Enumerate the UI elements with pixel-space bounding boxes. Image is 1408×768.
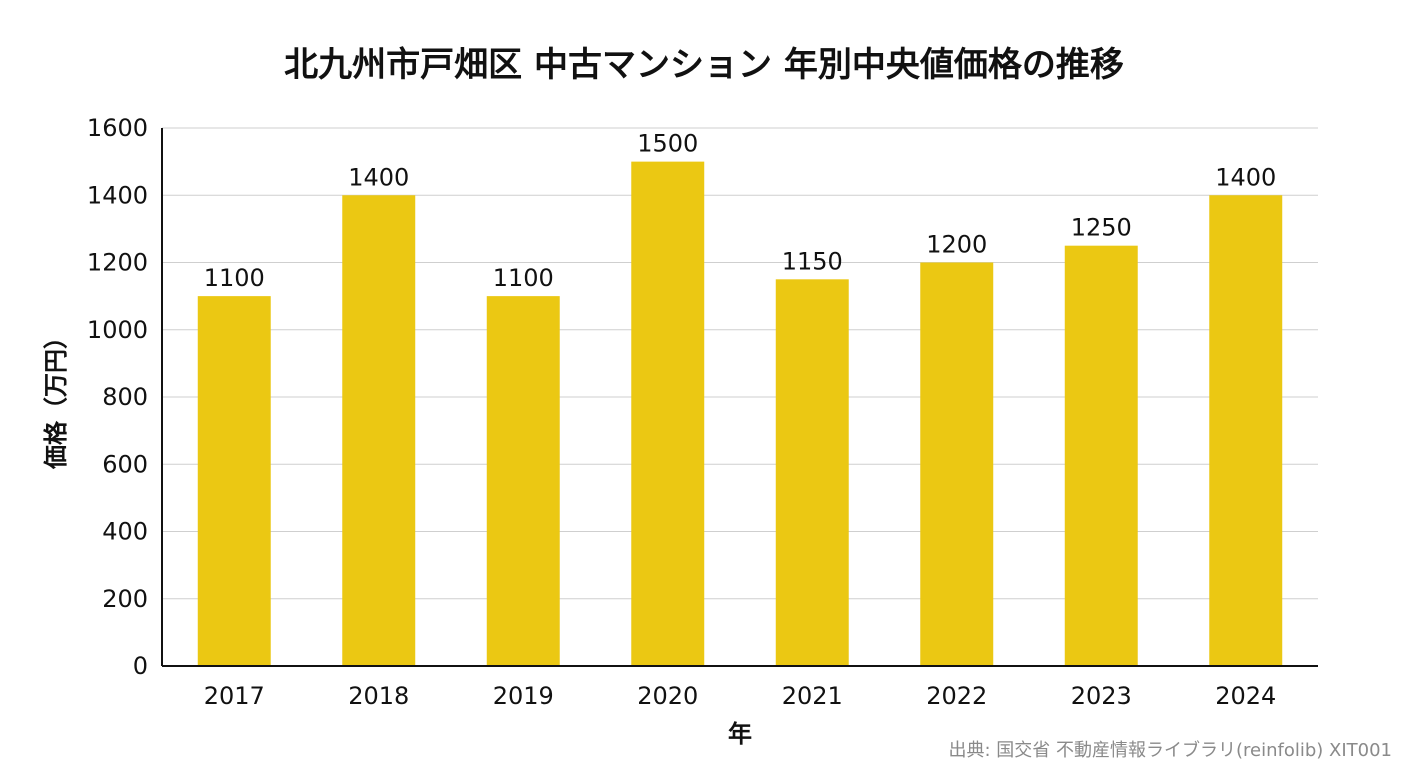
x-tick-label-2019: 2019 (493, 682, 554, 710)
bar-2023 (1064, 245, 1138, 666)
data-label-2017: 1100 (204, 264, 265, 292)
x-tick-label-2021: 2021 (782, 682, 843, 710)
x-tick-label-2024: 2024 (1215, 682, 1276, 710)
y-axis-label: 価格（万円） (42, 325, 70, 470)
data-label-2018: 1400 (348, 163, 409, 191)
y-tick-label: 0 (133, 652, 148, 680)
bar-2018 (342, 195, 416, 666)
x-axis-label: 年 (728, 720, 752, 748)
x-tick-label-2017: 2017 (204, 682, 265, 710)
x-tick-labels: 2017 2018 2019 2020 2021 2022 2023 2024 (204, 682, 1277, 710)
y-tick-label: 200 (102, 585, 148, 613)
data-label-2020: 1500 (637, 130, 698, 158)
y-tick-labels: 0 200 400 600 800 1000 1200 1400 1600 (87, 114, 148, 680)
x-tick-label-2018: 2018 (348, 682, 409, 710)
x-tick-label-2020: 2020 (637, 682, 698, 710)
source-note: 出典: 国交省 不動産情報ライブラリ(reinfolib) XIT001 (948, 739, 1392, 761)
bar-2019 (486, 296, 560, 666)
data-label-2022: 1200 (926, 231, 987, 259)
data-labels: 1100 1400 1100 1500 1150 1200 1250 1400 (204, 130, 1277, 293)
y-tick-label: 1400 (87, 181, 148, 209)
bar-2017 (197, 296, 271, 666)
data-label-2019: 1100 (493, 264, 554, 292)
bar-2022 (920, 262, 994, 666)
data-label-2024: 1400 (1215, 163, 1276, 191)
y-tick-label: 800 (102, 383, 148, 411)
bar-2020 (631, 161, 705, 666)
gridlines (162, 127, 1318, 600)
data-label-2023: 1250 (1071, 214, 1132, 242)
chart-title: 北九州市戸畑区 中古マンション 年別中央値価格の推移 (284, 45, 1124, 85)
x-tick-label-2023: 2023 (1071, 682, 1132, 710)
x-tick-label-2022: 2022 (926, 682, 987, 710)
y-tick-label: 1200 (87, 249, 148, 277)
y-tick-label: 1000 (87, 316, 148, 344)
y-tick-label: 600 (102, 450, 148, 478)
data-label-2021: 1150 (782, 247, 843, 275)
bars (197, 161, 1283, 666)
bar-2024 (1209, 195, 1283, 666)
y-tick-label: 1600 (87, 114, 148, 142)
y-tick-label: 400 (102, 518, 148, 546)
bar-2021 (775, 279, 849, 666)
